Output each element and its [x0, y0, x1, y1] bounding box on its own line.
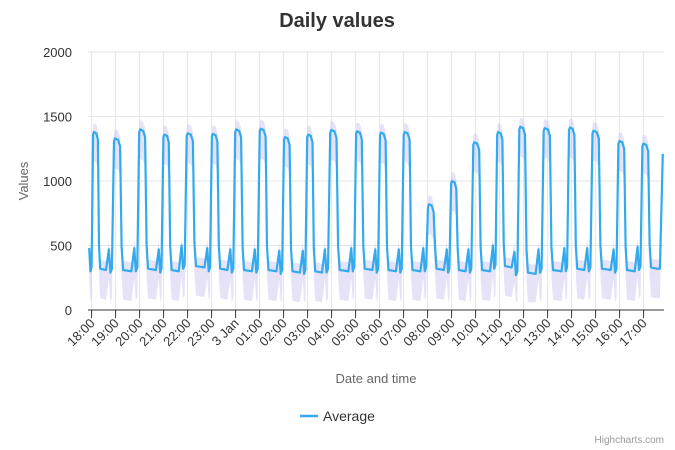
- legend-label: Average: [323, 408, 375, 424]
- series-line-average: [88, 125, 664, 277]
- x-axis-title: Date and time: [336, 371, 417, 386]
- y-axis-title: Values: [16, 161, 31, 200]
- y-tick-label: 0: [65, 303, 72, 318]
- range-area: [89, 117, 663, 303]
- range-band: [89, 117, 663, 303]
- x-tick-label: 17:00: [616, 316, 650, 350]
- x-tick-label: 23:00: [184, 316, 218, 350]
- legend-item-average[interactable]: Average: [300, 408, 375, 424]
- y-tick-label: 1000: [43, 174, 72, 189]
- credits-link[interactable]: Highcharts.com: [595, 435, 664, 446]
- y-tick-label: 1500: [43, 110, 72, 125]
- y-axis-ticks: 0 500 1000 1500 2000: [43, 45, 72, 318]
- y-tick-label: 2000: [43, 45, 72, 60]
- series-average[interactable]: [88, 125, 664, 277]
- y-tick-label: 500: [50, 239, 72, 254]
- x-tick-label: 10:00: [448, 316, 482, 350]
- chart-title: Daily values: [279, 10, 395, 32]
